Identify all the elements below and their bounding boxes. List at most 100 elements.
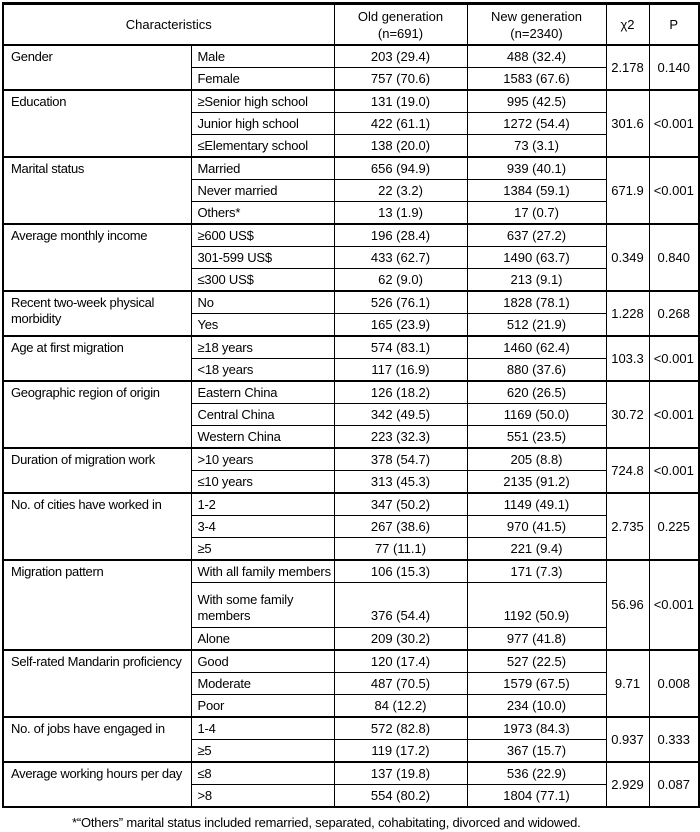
table-row: Self-rated Mandarin proficiency Good 120… — [3, 649, 699, 717]
subcategory-cell: Moderate — [190, 672, 334, 695]
old-generation-cell: 554 (80.2) — [333, 784, 467, 807]
p-cell: 0.140 — [648, 44, 699, 90]
subcategory-cell: Male — [190, 44, 334, 68]
table-row: ≤300 US$ 62 (9.0) 213 (9.1) — [3, 268, 699, 291]
p-cell: 0.087 — [648, 761, 699, 807]
old-generation-cell: 313 (45.3) — [333, 470, 467, 493]
chi2-cell: 671.9 — [605, 156, 649, 224]
subcategory-cell: ≤300 US$ — [190, 268, 334, 291]
old-generation-cell: 342 (49.5) — [333, 403, 467, 426]
new-generation-cell: 234 (10.0) — [466, 694, 606, 717]
new-generation-cell: 551 (23.5) — [466, 425, 606, 448]
chi2-cell: 103.3 — [605, 335, 649, 381]
old-generation-cell: 120 (17.4) — [333, 649, 467, 673]
new-generation-cell: 637 (27.2) — [466, 223, 606, 247]
table-row: Central China 342 (49.5) 1169 (50.0) — [3, 403, 699, 426]
subcategory-cell: ≤10 years — [190, 470, 334, 493]
new-generation-cell: 1828 (78.1) — [466, 290, 606, 314]
old-generation-cell: 526 (76.1) — [333, 290, 467, 314]
characteristics-comparison-table: Characteristics Old generation (n=691) N… — [2, 2, 700, 808]
table-row: Education ≥Senior high school 131 (19.0)… — [3, 89, 699, 157]
subcategory-cell: 1-4 — [190, 716, 334, 740]
subcategory-cell: 301-599 US$ — [190, 246, 334, 269]
table-row: Female 757 (70.6) 1583 (67.6) — [3, 67, 699, 90]
new-generation-cell: 17 (0.7) — [466, 201, 606, 224]
chi2-header: χ2 — [605, 3, 649, 46]
subcategory-cell: <18 years — [190, 358, 334, 381]
chi2-cell: 56.96 — [605, 559, 649, 650]
table-row: Junior high school 422 (61.1) 1272 (54.4… — [3, 112, 699, 135]
characteristic-cell: Duration of migration work — [3, 447, 191, 493]
new-generation-cell: 73 (3.1) — [466, 134, 606, 157]
chi2-cell: 2.178 — [605, 44, 649, 90]
subcategory-cell: Eastern China — [190, 380, 334, 404]
old-generation-cell: 106 (15.3) — [333, 559, 467, 583]
subcategory-cell: >10 years — [190, 447, 334, 471]
old-generation-cell: 572 (82.8) — [333, 716, 467, 740]
new-generation-header: New generation (n=2340) — [466, 3, 606, 46]
old-generation-cell: 13 (1.9) — [333, 201, 467, 224]
table-row: No. of jobs have engaged in 1-4 572 (82.… — [3, 716, 699, 762]
old-generation-cell: 267 (38.6) — [333, 515, 467, 538]
p-cell: <0.001 — [648, 380, 699, 448]
old-generation-cell: 347 (50.2) — [333, 492, 467, 516]
new-generation-cell: 1384 (59.1) — [466, 179, 606, 202]
new-generation-cell: 1460 (62.4) — [466, 335, 606, 359]
p-cell: 0.268 — [648, 290, 699, 336]
p-cell: 0.225 — [648, 492, 699, 560]
new-generation-header-title: New generation — [490, 8, 583, 24]
p-cell: 0.008 — [648, 649, 699, 717]
subcategory-cell: Central China — [190, 403, 334, 426]
old-generation-cell: 131 (19.0) — [333, 89, 467, 113]
table-row: Average monthly income ≥600 US$ 196 (28.… — [3, 223, 699, 291]
table-header: Characteristics Old generation (n=691) N… — [3, 3, 699, 46]
characteristic-cell: Age at first migration — [3, 335, 191, 381]
subcategory-cell: ≥18 years — [190, 335, 334, 359]
subcategory-cell: Never married — [190, 179, 334, 202]
table-row: Others* 13 (1.9) 17 (0.7) — [3, 201, 699, 224]
old-generation-cell: 119 (17.2) — [333, 739, 467, 762]
table-row: Yes 165 (23.9) 512 (21.9) — [3, 313, 699, 336]
subcategory-cell: Junior high school — [190, 112, 334, 135]
subcategory-cell: With all family members — [190, 559, 334, 583]
table-row: Marital status Married 656 (94.9) 939 (4… — [3, 156, 699, 224]
table-row: No. of cities have worked in 1-2 347 (50… — [3, 492, 699, 560]
footnote: *“Others” marital status included remarr… — [72, 815, 581, 830]
old-generation-cell: 22 (3.2) — [333, 179, 467, 202]
characteristic-cell: No. of jobs have engaged in — [3, 716, 191, 762]
subcategory-cell: No — [190, 290, 334, 314]
characteristic-cell: Education — [3, 89, 191, 157]
old-generation-cell: 84 (12.2) — [333, 694, 467, 717]
characteristic-cell: Average working hours per day — [3, 761, 191, 807]
old-generation-cell: 433 (62.7) — [333, 246, 467, 269]
chi2-cell: 2.929 — [605, 761, 649, 807]
old-generation-cell: 656 (94.9) — [333, 156, 467, 180]
old-generation-cell: 422 (61.1) — [333, 112, 467, 135]
chi2-cell: 9.71 — [605, 649, 649, 717]
new-generation-cell: 1804 (77.1) — [466, 784, 606, 807]
new-generation-cell: 1272 (54.4) — [466, 112, 606, 135]
characteristic-cell: Migration pattern — [3, 559, 191, 650]
new-generation-cell: 880 (37.6) — [466, 358, 606, 381]
table-row: ≥5 77 (11.1) 221 (9.4) — [3, 537, 699, 560]
new-generation-cell: 939 (40.1) — [466, 156, 606, 180]
p-cell: <0.001 — [648, 447, 699, 493]
old-generation-cell: 757 (70.6) — [333, 67, 467, 90]
header-row: Characteristics Old generation (n=691) N… — [3, 3, 699, 46]
table-row: With some family members 376 (54.4) 1192… — [3, 582, 699, 628]
old-generation-cell: 209 (30.2) — [333, 627, 467, 650]
new-generation-cell: 367 (15.7) — [466, 739, 606, 762]
new-generation-cell: 620 (26.5) — [466, 380, 606, 404]
new-generation-cell: 221 (9.4) — [466, 537, 606, 560]
p-cell: <0.001 — [648, 335, 699, 381]
chi2-cell: 0.349 — [605, 223, 649, 291]
old-generation-cell: 62 (9.0) — [333, 268, 467, 291]
subcategory-cell: Married — [190, 156, 334, 180]
old-generation-cell: 138 (20.0) — [333, 134, 467, 157]
new-generation-cell: 512 (21.9) — [466, 313, 606, 336]
chi2-cell: 0.937 — [605, 716, 649, 762]
subcategory-cell: 3-4 — [190, 515, 334, 538]
old-generation-cell: 117 (16.9) — [333, 358, 467, 381]
subcategory-cell: Female — [190, 67, 334, 90]
p-cell: <0.001 — [648, 559, 699, 650]
